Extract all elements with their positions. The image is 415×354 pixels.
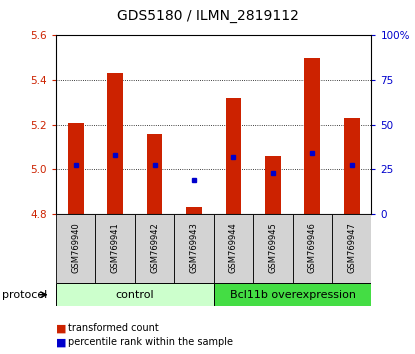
Text: GSM769941: GSM769941 bbox=[111, 222, 120, 273]
Text: transformed count: transformed count bbox=[68, 323, 159, 333]
Bar bbox=[305, 58, 320, 214]
Bar bbox=[107, 73, 123, 214]
Bar bbox=[68, 122, 83, 214]
Text: GSM769943: GSM769943 bbox=[190, 222, 198, 273]
Text: protocol: protocol bbox=[2, 290, 47, 300]
Bar bbox=[265, 156, 281, 214]
Text: GSM769944: GSM769944 bbox=[229, 222, 238, 273]
Text: control: control bbox=[115, 290, 154, 300]
Text: GSM769946: GSM769946 bbox=[308, 222, 317, 273]
Text: percentile rank within the sample: percentile rank within the sample bbox=[68, 337, 234, 347]
Text: ■: ■ bbox=[56, 323, 66, 333]
Bar bbox=[56, 214, 95, 283]
Bar bbox=[253, 214, 293, 283]
Bar bbox=[147, 134, 163, 214]
Bar bbox=[332, 214, 371, 283]
Bar bbox=[135, 214, 174, 283]
Text: Bcl11b overexpression: Bcl11b overexpression bbox=[229, 290, 356, 300]
Bar bbox=[293, 214, 332, 283]
Bar bbox=[186, 207, 202, 214]
Bar bbox=[174, 214, 214, 283]
Text: GSM769942: GSM769942 bbox=[150, 222, 159, 273]
Text: GSM769947: GSM769947 bbox=[347, 222, 356, 273]
Bar bbox=[56, 283, 214, 306]
Bar bbox=[95, 214, 135, 283]
Bar bbox=[214, 283, 371, 306]
Bar bbox=[344, 118, 360, 214]
Bar bbox=[226, 98, 242, 214]
Text: GSM769940: GSM769940 bbox=[71, 222, 80, 273]
Bar bbox=[214, 214, 253, 283]
Text: ■: ■ bbox=[56, 337, 66, 347]
Text: GSM769945: GSM769945 bbox=[269, 222, 277, 273]
Text: GDS5180 / ILMN_2819112: GDS5180 / ILMN_2819112 bbox=[117, 9, 298, 23]
